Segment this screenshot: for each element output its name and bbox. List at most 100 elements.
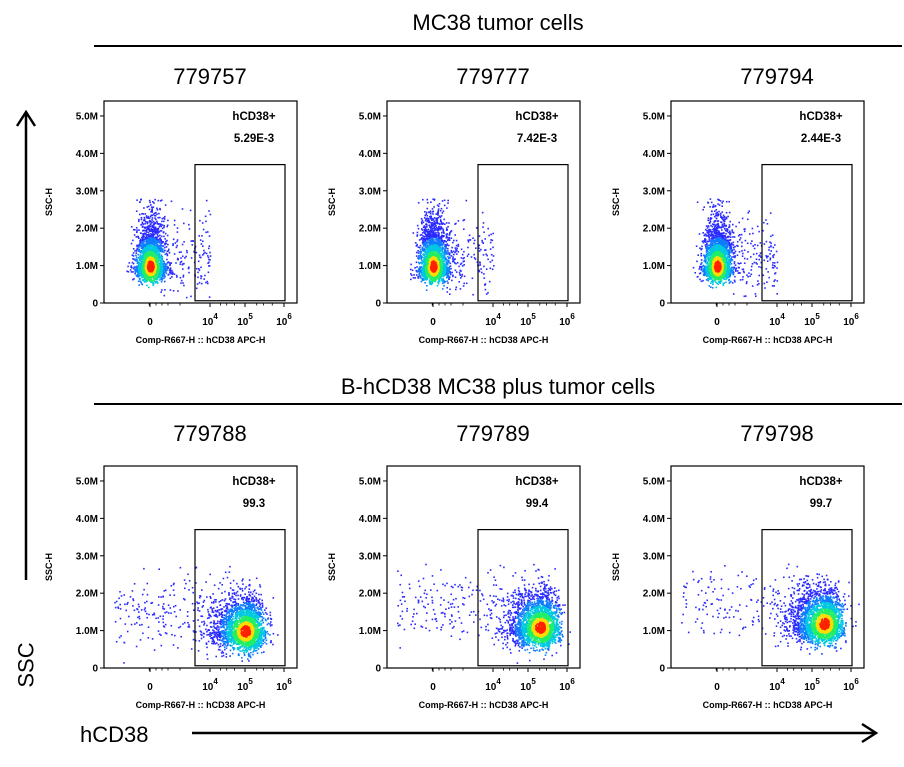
y-tick-label: 2.0M [359,589,381,600]
flow-plot-779777: 0 1.0M 2.0M 3.0M 4.0M 5.0M 0 104 105 106 SSC-H Comp… [323,96,581,366]
x-tick-label: 0 [714,317,720,328]
x-tick-label: 0 [147,317,153,328]
hcd38-positive-gate [761,528,853,667]
y-tick-label: 1.0M [76,261,98,272]
y-tick-label: 0 [659,299,665,310]
y-tick-label: 4.0M [643,149,665,160]
y-axis-title: SSC-H [327,188,337,216]
event-dots [397,563,571,664]
gate-percentage: 99.7 [810,498,832,510]
group-divider-mc38 [94,45,902,47]
y-tick-label: 5.0M [359,111,381,122]
x-axis-title: Comp-R667-H :: hCD38 APC-H [136,700,266,710]
y-tick-label: 2.0M [359,224,381,235]
y-axis-title: SSC-H [327,553,337,581]
flow-plot-svg: 0 1.0M 2.0M 3.0M 4.0M 5.0M 0 104 105 106 SSC-H Comp… [44,100,298,345]
gate-label: hCD38+ [515,476,558,488]
panel-title-779789: 779789 [456,421,530,446]
flow-plot-779794: 0 1.0M 2.0M 3.0M 4.0M 5.0M 0 104 105 106 SSC-H Comp… [607,96,865,366]
ssc-axis-arrow [15,109,37,580]
x-tick-label: 106 [276,312,292,328]
x-tick-label: 0 [714,682,720,693]
x-axis-title: Comp-R667-H :: hCD38 APC-H [419,700,549,710]
y-tick-label: 2.0M [76,224,98,235]
hcd38-axis-arrow [192,722,879,744]
x-tick-label: 104 [485,677,501,693]
x-tick-label: 0 [147,682,153,693]
gate-percentage: 5.29E-3 [234,133,274,145]
x-tick-label: 105 [520,312,536,328]
y-tick-label: 1.0M [76,626,98,637]
group-title-b-hcd38: B-hCD38 MC38 plus tumor cells [340,374,656,399]
flow-plot-svg: 0 1.0M 2.0M 3.0M 4.0M 5.0M 0 104 105 106 SSC-H Comp… [327,100,581,345]
flow-plot-779788: 0 1.0M 2.0M 3.0M 4.0M 5.0M 0 104 105 106 SSC-H Comp… [40,461,298,731]
y-axis-title: SSC-H [44,188,54,216]
y-tick-label: 4.0M [359,149,381,160]
plot-frame [103,465,298,669]
gate-label: hCD38+ [232,476,275,488]
y-tick-label: 3.0M [643,551,665,562]
x-tick-label: 106 [843,677,859,693]
y-axis-title: SSC-H [44,553,54,581]
x-axis-title: Comp-R667-H :: hCD38 APC-H [136,335,266,345]
y-tick-label: 3.0M [359,186,381,197]
y-tick-label: 4.0M [76,149,98,160]
y-tick-label: 3.0M [643,186,665,197]
y-tick-label: 5.0M [643,476,665,487]
x-tick-label: 0 [430,317,436,328]
x-tick-label: 105 [237,312,253,328]
x-tick-label: 105 [804,312,820,328]
y-tick-label: 0 [92,299,98,310]
panel-title-779777: 779777 [456,64,530,89]
flow-plot-779798: 0 1.0M 2.0M 3.0M 4.0M 5.0M 0 104 105 106 SSC-H Comp… [607,461,865,731]
flow-plot-svg: 0 1.0M 2.0M 3.0M 4.0M 5.0M 0 104 105 106 SSC-H Comp… [611,465,865,710]
y-tick-label: 1.0M [359,261,381,272]
flow-plot-779789: 0 1.0M 2.0M 3.0M 4.0M 5.0M 0 104 105 106 SSC-H Comp… [323,461,581,731]
y-tick-label: 5.0M [76,111,98,122]
x-axis-title: Comp-R667-H :: hCD38 APC-H [703,335,833,345]
y-axis-title: SSC-H [611,188,621,216]
y-tick-label: 5.0M [76,476,98,487]
y-tick-label: 1.0M [359,626,381,637]
plot-frame [386,100,581,304]
x-tick-label: 106 [276,677,292,693]
group-title-mc38: MC38 tumor cells [412,10,584,35]
y-tick-label: 2.0M [643,589,665,600]
group-divider-b-hcd38 [94,403,902,405]
flow-plot-svg: 0 1.0M 2.0M 3.0M 4.0M 5.0M 0 104 105 106 SSC-H Comp… [327,465,581,710]
y-tick-label: 2.0M [643,224,665,235]
panel-title-779788: 779788 [173,421,247,446]
x-tick-label: 105 [520,677,536,693]
y-tick-label: 4.0M [359,514,381,525]
gate-label: hCD38+ [232,111,275,123]
gate-percentage: 99.3 [243,498,265,510]
x-tick-label: 104 [202,677,218,693]
panel-title-779794: 779794 [740,64,814,89]
y-tick-label: 0 [375,664,381,675]
x-tick-label: 106 [843,312,859,328]
x-axis-title: Comp-R667-H :: hCD38 APC-H [703,700,833,710]
gate-percentage: 99.4 [526,498,549,510]
event-dots [126,198,212,299]
event-dots [692,198,779,298]
x-tick-label: 104 [485,312,501,328]
hcd38-positive-gate [194,163,286,302]
x-tick-label: 0 [430,682,436,693]
y-axis-title: SSC-H [611,553,621,581]
y-tick-label: 0 [375,299,381,310]
x-axis-title: Comp-R667-H :: hCD38 APC-H [419,335,549,345]
y-tick-label: 3.0M [76,186,98,197]
hcd38-positive-gate [194,528,286,667]
x-tick-label: 106 [559,677,575,693]
hcd38-positive-gate [761,163,853,302]
plot-frame [386,465,581,669]
gate-label: hCD38+ [799,476,842,488]
event-dots [681,563,860,655]
flow-plot-svg: 0 1.0M 2.0M 3.0M 4.0M 5.0M 0 104 105 106 SSC-H Comp… [44,465,298,710]
event-dots [114,565,279,664]
x-tick-label: 105 [237,677,253,693]
y-tick-label: 5.0M [643,111,665,122]
gate-label: hCD38+ [799,111,842,123]
x-tick-label: 104 [202,312,218,328]
ssc-axis-label: SSC [13,642,39,688]
